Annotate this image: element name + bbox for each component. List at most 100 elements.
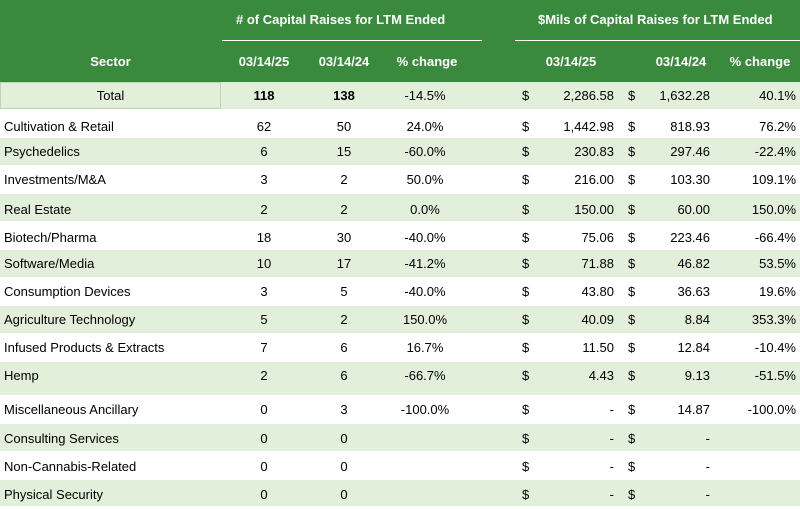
currency-symbol: $ [522,368,530,383]
amount-change-header: % change [729,54,791,69]
currency-symbol: $ [522,202,530,217]
count-2025-cell: 0 [260,402,268,417]
sector-cell: Psychedelics [4,144,80,159]
sector-cell: Miscellaneous Ancillary [4,402,139,417]
count-2024-cell: 50 [336,119,352,134]
sector-cell: Consulting Services [4,431,119,446]
amount-2025-cell: 11.50 [582,340,614,355]
count-2024-cell: 2 [340,172,348,187]
sector-cell: Consumption Devices [4,284,131,299]
currency-symbol: $ [628,459,636,474]
table-row: Cultivation & Retail 62 50 24.0% $1,442.98 $8… [0,110,800,138]
currency-symbol: $ [522,230,530,245]
amount-2024-cell: 103.30 [670,172,710,187]
amount-2025-cell: 1,442.98 [563,119,614,134]
count-2025-cell: 10 [256,256,272,271]
table-row: Miscellaneous Ancillary 0 3 -100.0% $ - $14.87… [0,396,800,424]
amount-change-cell: 53.5% [759,256,796,271]
count-2024-cell: 2 [340,312,348,327]
amount-2024-cell: - [705,459,710,474]
count-date1-header: 03/14/25 [238,54,290,69]
currency-symbol: $ [628,340,636,355]
count-2025-cell: 0 [260,459,268,474]
sector-cell: Total [96,88,125,103]
amount-2024-cell: 60.00 [677,202,710,217]
count-date2-header: 03/14/24 [318,54,370,69]
table-row: Physical Security 0 0 $ - $ - [0,480,800,507]
count-2024-cell: 0 [340,459,348,474]
amount-change-cell: 19.6% [759,284,796,299]
count-change-header: % change [396,54,458,69]
count-2025-cell: 62 [256,119,272,134]
amount-2024-cell: - [705,487,710,502]
total-row: Total 118 138 -14.5% $2,286.58 $1,632.28 40.1% [0,82,800,110]
count-2025-cell: 0 [260,431,268,446]
count-2024-cell: 0 [340,487,348,502]
currency-symbol: $ [522,119,530,134]
currency-symbol: $ [522,459,530,474]
amount-change-cell: 150.0% [751,202,796,217]
table-row: Psychedelics 6 15 -60.0% $230.83 $297.46 -22.4… [0,138,800,166]
count-change-cell: 150.0% [402,312,448,327]
count-2024-cell: 6 [340,368,348,383]
table-row: Infused Products & Extracts 7 6 16.7% $11.50… [0,334,800,362]
table-body: Total 118 138 -14.5% $2,286.58 $1,632.28 40.1%… [0,82,800,507]
amount-2025-cell: 230.83 [574,144,614,159]
amount-change-cell: 40.1% [759,88,796,103]
table-row: Investments/M&A 3 2 50.0% $216.00 $103.30 109.… [0,166,800,194]
amount-change-cell: 353.3% [751,312,796,327]
currency-symbol: $ [628,202,636,217]
amount-change-cell: 109.1% [751,172,796,187]
amount-change-cell: -66.4% [754,230,796,245]
count-2025-cell: 2 [260,368,268,383]
count-group-title: # of Capital Raises for LTM Ended [236,12,446,27]
count-change-cell: -40.0% [404,284,446,299]
table-row: Agriculture Technology 5 2 150.0% $40.09 $8.8… [0,306,800,334]
amount-2025-cell: 150.00 [574,202,614,217]
amount-2024-cell: 46.82 [677,256,710,271]
amount-2024-cell: 9.13 [684,368,710,383]
table-row: Consulting Services 0 0 $ - $ - [0,424,800,452]
currency-symbol: $ [522,88,530,103]
currency-symbol: $ [628,368,636,383]
header-divider [222,40,482,41]
amount-2025-cell: - [609,402,614,417]
total-label-box [0,82,221,109]
currency-symbol: $ [522,340,530,355]
amount-change-cell: 76.2% [759,119,796,134]
amount-2024-cell: 223.46 [670,230,710,245]
currency-symbol: $ [628,431,636,446]
sector-cell: Investments/M&A [4,172,106,187]
currency-symbol: $ [522,144,530,159]
amount-2025-cell: 40.09 [581,312,614,327]
amount-change-cell: -51.5% [754,368,796,383]
count-2025-cell: 118 [253,88,275,103]
currency-symbol: $ [522,256,530,271]
count-2025-cell: 3 [260,284,268,299]
table-row: Biotech/Pharma 18 30 -40.0% $75.06 $223.46 -66… [0,222,800,250]
count-2024-cell: 5 [340,284,348,299]
header-divider [515,40,800,41]
count-change-cell: 24.0% [406,119,444,134]
amount-2024-cell: 297.46 [670,144,710,159]
table-row: Real Estate 2 2 0.0% $150.00 $60.00 150.0% [0,194,800,222]
amount-2024-cell: 818.93 [670,119,710,134]
count-change-cell: 16.7% [406,340,444,355]
amount-2024-cell: 12.84 [677,340,710,355]
count-2024-cell: 2 [340,202,348,217]
count-change-cell: -100.0% [400,402,450,417]
sector-column-header: Sector [90,54,131,69]
table-header: # of Capital Raises for LTM Ended $Mils … [0,0,800,82]
amount-date2-header: 03/14/24 [655,54,707,69]
currency-symbol: $ [628,88,636,103]
amount-2025-cell: - [609,487,614,502]
sector-cell: Agriculture Technology [4,312,136,327]
currency-symbol: $ [628,172,636,187]
currency-symbol: $ [628,312,636,327]
count-2024-cell: 0 [340,431,348,446]
currency-symbol: $ [522,402,530,417]
table-row: Hemp 2 6 -66.7% $4.43 $9.13 -51.5% [0,362,800,396]
currency-symbol: $ [628,230,636,245]
count-2024-cell: 30 [336,230,352,245]
